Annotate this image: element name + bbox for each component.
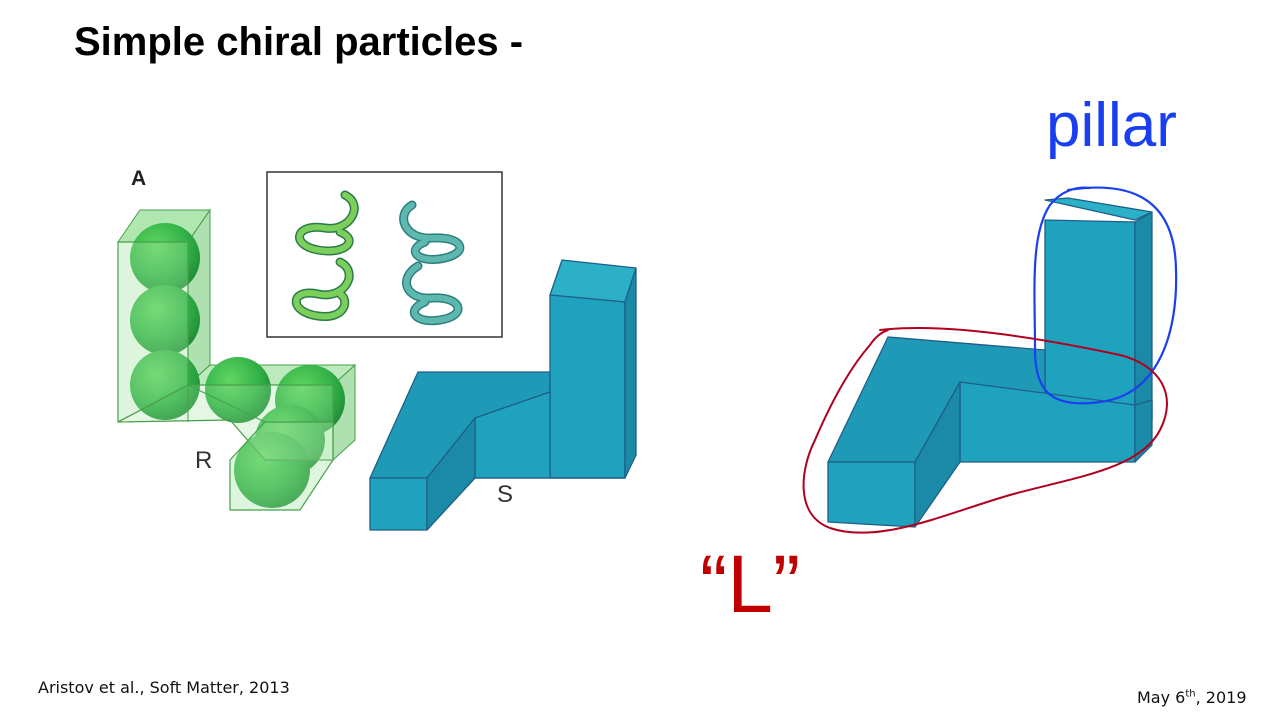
sphere — [234, 432, 310, 508]
l-ink-circle — [802, 327, 1168, 534]
l-foot-front — [827, 461, 916, 528]
date-suffix: , 2019 — [1195, 688, 1247, 707]
pillar-annotation: pillar — [1046, 91, 1177, 160]
l-end-side — [1134, 399, 1153, 463]
label-s: S — [497, 481, 513, 508]
s-pillar-front — [549, 294, 626, 479]
r-particle — [117, 208, 357, 511]
sphere — [130, 223, 200, 293]
panel-letter-a: A — [131, 167, 146, 190]
helix-left — [291, 190, 359, 321]
date-prefix: May 6 — [1137, 688, 1186, 707]
pillar-ink-circle — [1033, 186, 1178, 405]
citation: Aristov et al., Soft Matter, 2013 — [38, 678, 290, 697]
sphere — [130, 285, 200, 355]
helix-inset — [266, 171, 503, 338]
sphere — [205, 357, 271, 423]
label-r: R — [195, 447, 212, 474]
sphere — [130, 350, 200, 420]
s-particle — [369, 259, 637, 531]
s-pillar-side — [624, 267, 637, 479]
pillar-side — [1134, 211, 1153, 433]
helix-right — [399, 200, 465, 326]
pillar-top — [1044, 197, 1153, 221]
lp-particle — [827, 197, 1153, 528]
date-superscript: th — [1185, 688, 1196, 700]
pillar-front — [1044, 219, 1136, 411]
l-annotation: “L” — [700, 539, 801, 630]
slide-date: May 6th, 2019 — [1137, 688, 1247, 707]
s-foot-front — [369, 477, 428, 531]
slide-title: Simple chiral particles - — [74, 20, 524, 64]
l-foot-side — [914, 381, 961, 528]
